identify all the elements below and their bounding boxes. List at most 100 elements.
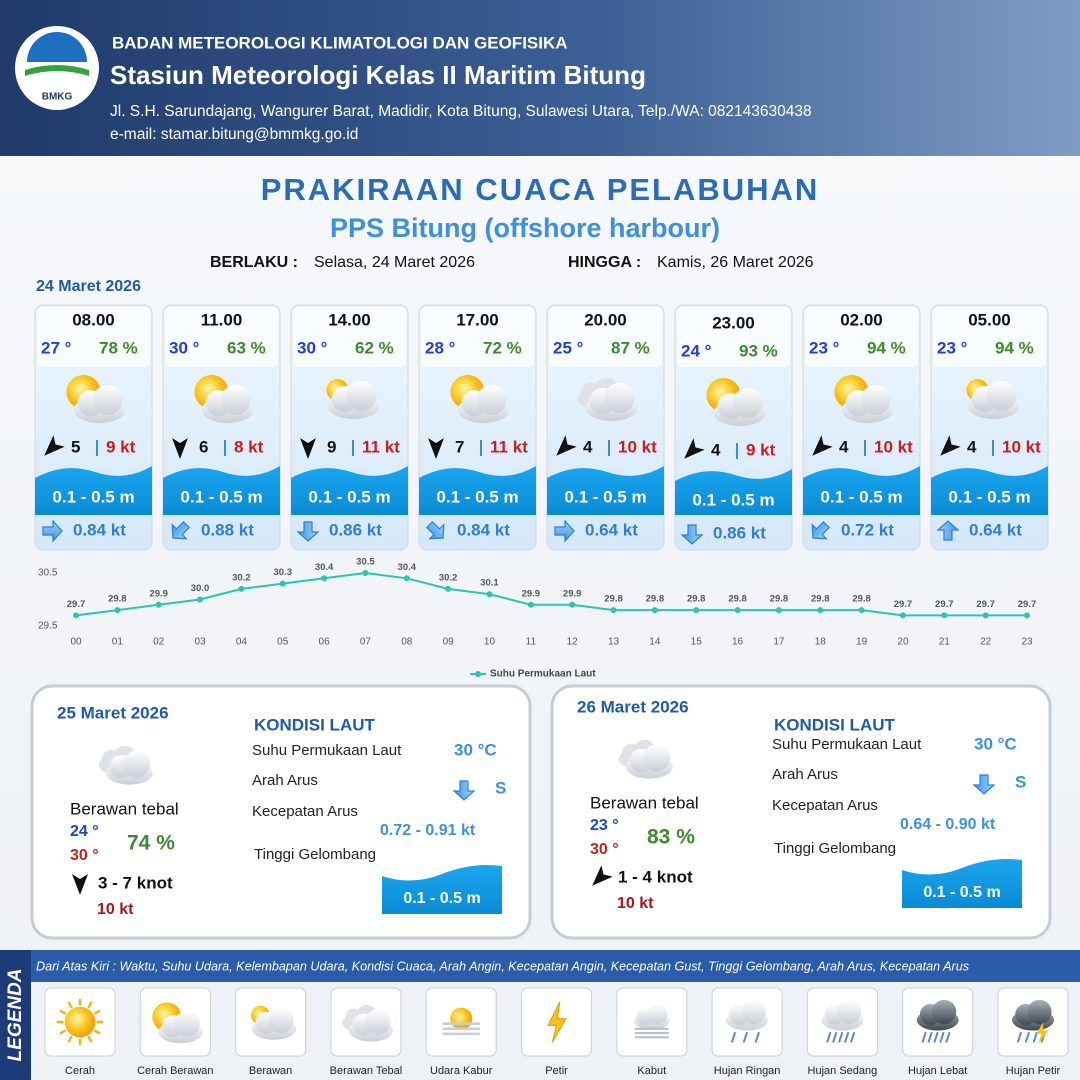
- card-top: [677, 307, 790, 367]
- humidity: 72 %: [483, 338, 522, 357]
- valid-from-label: BERLAKU :: [210, 254, 298, 271]
- x-tick-label: 07: [360, 637, 372, 648]
- current-speed: 0.64 - 0.90 kt: [900, 816, 996, 833]
- value-label: 29.8: [108, 594, 127, 605]
- wind-speed: 4: [711, 440, 721, 459]
- logo-shape: [25, 65, 89, 76]
- cloud: [348, 1009, 394, 1042]
- cloud-part: [346, 381, 377, 411]
- temp-max: 30 °: [590, 841, 619, 858]
- sst-label: Suhu Permukaan Laut: [772, 736, 922, 753]
- cloud-part: [647, 1003, 668, 1025]
- cloud: [73, 385, 126, 423]
- y-tick-label: 29.5: [38, 621, 58, 632]
- x-tick-label: 10: [484, 637, 496, 648]
- legend-item: Cerah Berawan: [137, 1065, 213, 1077]
- bolt: [1036, 1022, 1049, 1045]
- current-speed: 0.72 - 0.91 kt: [380, 822, 476, 839]
- wind-arrow: [72, 874, 88, 895]
- current-dir: S: [495, 778, 506, 797]
- humidity: 74 %: [127, 832, 175, 855]
- sst-line: [75, 571, 1027, 617]
- cloud: [201, 385, 254, 423]
- sea-heading: KONDISI LAUT: [254, 715, 376, 734]
- card-top: [933, 307, 1046, 367]
- current-dir-label: Arah Arus: [772, 766, 838, 783]
- x-tick-label: 18: [815, 637, 827, 648]
- value-label: 29.8: [770, 594, 789, 605]
- wave-band: [382, 865, 502, 914]
- cloud: [726, 999, 769, 1031]
- cloud-part: [932, 999, 957, 1025]
- wind-arrow: [300, 438, 316, 459]
- sst-point: [362, 570, 369, 576]
- rain: [1032, 1031, 1038, 1043]
- x-tick-label: 15: [691, 637, 703, 648]
- gust: 9 kt: [746, 440, 776, 459]
- x-tick-label: 12: [567, 637, 579, 648]
- wave-height: 0.1 - 0.5 m: [948, 487, 1030, 506]
- sst-point: [279, 580, 286, 587]
- cloud-part: [741, 999, 766, 1025]
- cloud: [158, 1010, 203, 1044]
- value-label: 29.8: [728, 594, 747, 605]
- gust: 11 kt: [362, 437, 400, 456]
- sea-heading: KONDISI LAUT: [774, 715, 896, 734]
- value-label: 29.9: [522, 588, 541, 599]
- gust: 11 kt: [490, 437, 528, 456]
- wave-height: 0.1 - 0.5 m: [820, 487, 902, 506]
- x-tick-label: 03: [194, 637, 206, 648]
- card-top: [805, 307, 918, 367]
- title: PRAKIRAAN CUACA PELABUHAN: [261, 172, 820, 207]
- sst-point: [238, 585, 245, 592]
- rain: [844, 1031, 850, 1043]
- current-arrow: [811, 520, 831, 540]
- x-tick-label: 01: [112, 637, 124, 648]
- sun-ray: [67, 1001, 73, 1009]
- legend-item: Hujan Ringan: [714, 1065, 781, 1077]
- x-tick-label: 14: [649, 637, 661, 648]
- current-speed-label: Kecepatan Arus: [772, 797, 878, 814]
- temp-max: 30 °: [70, 847, 99, 864]
- humidity: 94 %: [867, 338, 906, 357]
- gust: 10 kt: [874, 437, 913, 456]
- air-temperature: 25 °: [553, 338, 584, 357]
- legend-swatch-dot: [475, 671, 481, 677]
- legend-item: Cerah: [65, 1065, 95, 1077]
- cloud-part: [986, 381, 1017, 411]
- value-label: 30.0: [191, 583, 210, 594]
- value-label: 30.2: [232, 572, 251, 583]
- wind-arrow: [556, 435, 577, 456]
- current-speed: 0.84 kt: [457, 520, 510, 539]
- current-arrow: [425, 520, 445, 540]
- wave-height: 0.1 - 0.5 m: [403, 890, 480, 907]
- rain: [927, 1031, 933, 1043]
- sst-point: [527, 601, 534, 608]
- humidity: 87 %: [611, 338, 650, 357]
- x-tick-label: 05: [277, 637, 289, 648]
- current-dir: S: [1015, 772, 1026, 791]
- cloud: [634, 1003, 670, 1030]
- sst-point: [941, 612, 948, 619]
- sst-point: [403, 575, 410, 582]
- wind-speed: 6: [199, 437, 208, 456]
- wind-arrow: [812, 435, 833, 456]
- wave-height: 0.1 - 0.5 m: [52, 487, 134, 506]
- time: 11.00: [201, 310, 243, 329]
- wave-band: [931, 466, 1048, 515]
- sun: [64, 1006, 96, 1038]
- cloud: [626, 744, 673, 779]
- rain: [838, 1031, 844, 1043]
- current-speed: 0.64 kt: [969, 520, 1022, 539]
- condition: Berawan tebal: [590, 793, 699, 812]
- current-speed: 0.88 kt: [201, 520, 254, 539]
- value-label: 30.4: [398, 562, 417, 573]
- time: 17.00: [456, 310, 499, 329]
- cloud: [821, 999, 864, 1031]
- x-tick-label: 00: [70, 637, 82, 648]
- wave-band: [419, 466, 536, 515]
- wave-height: 0.1 - 0.5 m: [923, 884, 1000, 901]
- wind-speed: 5: [71, 437, 80, 456]
